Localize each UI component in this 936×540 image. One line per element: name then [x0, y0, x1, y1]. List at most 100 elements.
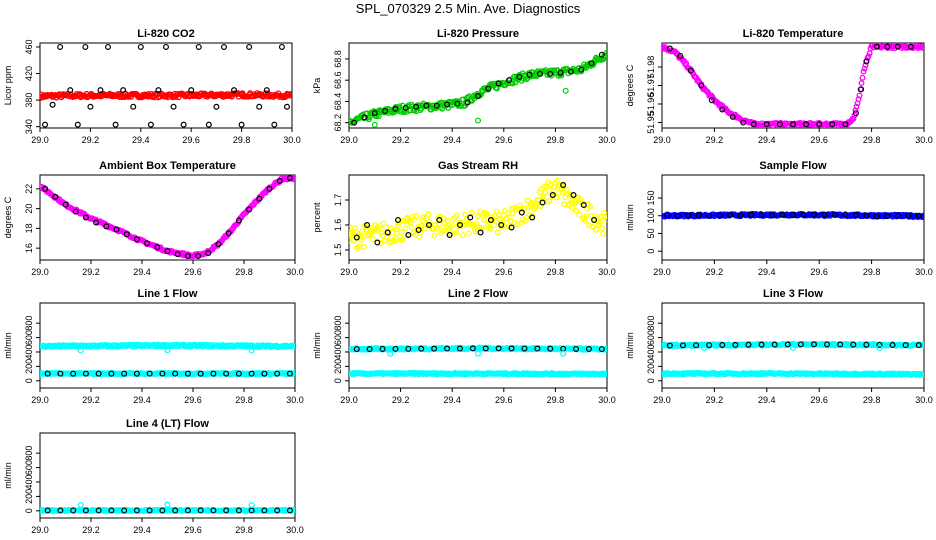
data-point: [573, 345, 580, 352]
data-point: [803, 121, 810, 128]
y-tick-label: 22: [24, 184, 34, 194]
band-point: [572, 200, 579, 207]
data-point: [863, 341, 870, 348]
data-point: [779, 211, 786, 218]
data-point: [248, 370, 255, 377]
band-point: [603, 371, 607, 378]
data-point: [598, 51, 605, 58]
band-point: [850, 115, 857, 122]
band-point: [483, 210, 490, 217]
chart-marks: [349, 49, 607, 128]
band-point: [378, 229, 385, 236]
data-point: [274, 507, 281, 514]
band-point: [509, 210, 516, 217]
data-point: [246, 43, 253, 50]
x-tick-label: 30.0: [286, 267, 304, 277]
y-tick-label: 200: [646, 359, 656, 374]
y-tick-label: 0: [646, 249, 656, 254]
x-tick-label: 29.0: [340, 395, 358, 405]
x-tick-label: 29.2: [706, 267, 724, 277]
data-point: [873, 213, 880, 220]
series-rh-samples: [353, 182, 598, 246]
data-point: [387, 350, 394, 357]
data-point: [112, 121, 119, 128]
data-point: [750, 121, 757, 128]
data-point: [174, 251, 181, 258]
data-point: [588, 60, 595, 67]
chart-marks: [349, 177, 607, 251]
data-point: [842, 211, 849, 218]
data-point: [82, 370, 89, 377]
data-point: [286, 370, 293, 377]
band-point: [391, 238, 398, 245]
series-line1-outliers: [77, 347, 255, 354]
data-point: [261, 370, 268, 377]
chart-title: Ambient Box Temperature: [99, 160, 236, 172]
x-tick-label: 30.0: [915, 267, 933, 277]
band-point: [469, 209, 475, 216]
series-pressure-samples: [351, 51, 605, 126]
data-point: [889, 341, 896, 348]
data-point: [172, 370, 179, 377]
data-point: [188, 87, 195, 94]
band-point: [360, 244, 367, 250]
series-rh-continuous: [349, 177, 607, 251]
data-point: [195, 253, 202, 260]
x-tick-label: 29.6: [495, 267, 513, 277]
x-tick-label: 29.4: [133, 395, 151, 405]
data-point: [164, 347, 171, 354]
data-point: [163, 43, 170, 50]
band-point: [599, 225, 605, 232]
y-axis-label: percent: [312, 202, 322, 233]
y-tick-label: 50: [646, 228, 656, 238]
chart-marks: [40, 341, 295, 378]
data-point: [57, 370, 64, 377]
band-point: [292, 343, 295, 350]
x-tick-label: 29.2: [82, 395, 100, 405]
data-point: [789, 121, 796, 128]
band-point: [569, 205, 576, 212]
chart-marks: [349, 344, 607, 378]
y-axis-label: degrees C: [625, 64, 635, 106]
x-tick-label: 29.0: [31, 395, 49, 405]
band-point: [542, 189, 549, 196]
y-tick-label: 400: [333, 344, 343, 359]
plot-frame: [39, 42, 293, 129]
data-point: [902, 342, 909, 349]
band-point: [393, 226, 400, 233]
data-point: [248, 502, 255, 509]
chart-marks: [662, 210, 924, 220]
data-point: [205, 250, 212, 257]
data-point: [276, 177, 283, 184]
data-point: [536, 70, 543, 77]
band-point: [524, 197, 531, 204]
data-point: [180, 121, 187, 128]
series-line4-continuous: [40, 506, 295, 514]
data-point: [103, 223, 110, 230]
y-tick-label: 68.8: [333, 50, 343, 68]
band-point: [408, 224, 415, 231]
data-point: [789, 344, 796, 351]
data-point: [197, 507, 204, 514]
data-point: [95, 370, 102, 377]
data-point: [664, 212, 671, 219]
data-point: [246, 206, 253, 213]
data-point: [578, 66, 585, 73]
x-tick-label: 29.0: [31, 525, 49, 535]
chart-panel: Li-820 Temperature degrees C 29.0 29.2 29.4 2…: [625, 28, 933, 145]
data-point: [495, 345, 502, 352]
x-tick-label: 29.2: [392, 267, 410, 277]
x-tick-label: 29.6: [810, 395, 828, 405]
data-point: [205, 121, 212, 128]
band-point: [468, 221, 475, 228]
chart-marks: [662, 43, 924, 128]
y-tick-label: 600: [646, 330, 656, 345]
data-point: [57, 507, 64, 514]
band-point: [505, 223, 512, 230]
chart-title: Line 4 (LT) Flow: [126, 418, 209, 430]
data-point: [748, 211, 755, 218]
y-axis-label: kPa: [312, 78, 322, 94]
y-tick-label: 0: [333, 378, 343, 383]
data-point: [687, 67, 694, 74]
